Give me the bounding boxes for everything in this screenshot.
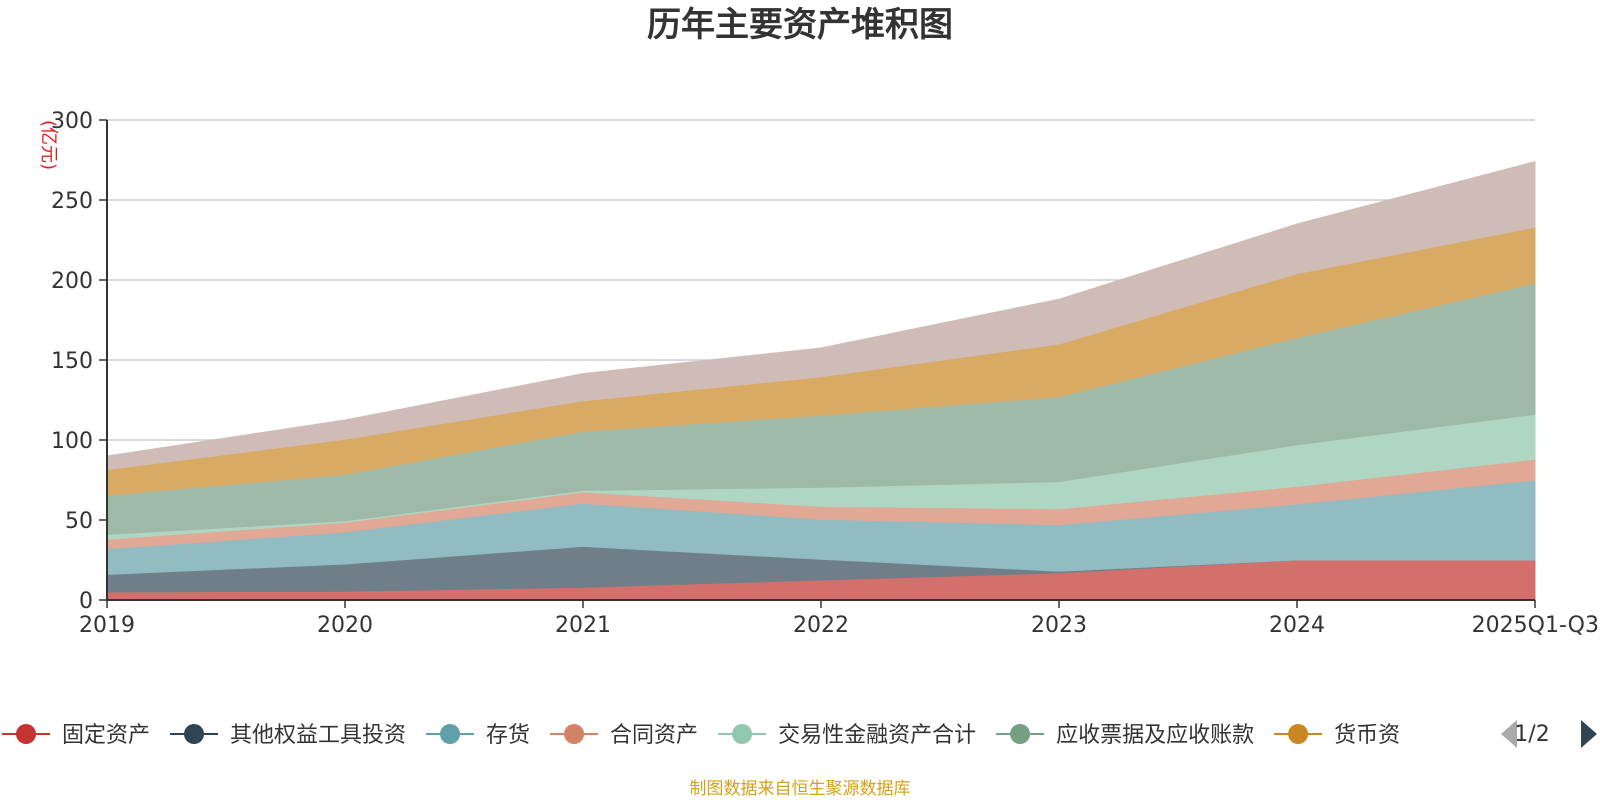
- legend-label: 应收票据及应收账款: [1056, 723, 1254, 748]
- x-tick-label: 2023: [1031, 613, 1087, 638]
- legend-marker-icon: [184, 724, 205, 744]
- x-tick-label: 2024: [1269, 613, 1325, 638]
- legend-marker-icon: [564, 724, 585, 744]
- legend-item[interactable]: 应收票据及应收账款: [996, 723, 1254, 748]
- legend-marker-icon: [1288, 724, 1309, 744]
- area-series: [106, 160, 1536, 601]
- legend-label: 合同资产: [610, 723, 698, 748]
- legend-label: 货币资: [1334, 723, 1400, 748]
- legend-label: 其他权益工具投资: [230, 723, 406, 748]
- legend-item[interactable]: 固定资产: [2, 723, 150, 748]
- legend-prev-icon[interactable]: [1501, 720, 1517, 748]
- y-tick-label: 100: [51, 429, 93, 454]
- legend-marker-icon: [732, 724, 753, 744]
- legend-page-indicator: 1/2: [1514, 722, 1549, 747]
- axes: 0 50 100 150 200 250 300 2019 2020 2021 2022 2023 20…: [51, 109, 1599, 638]
- legend-item[interactable]: 货币资: [1274, 723, 1400, 748]
- data-source-note: 制图数据来自恒生聚源数据库: [690, 779, 911, 799]
- legend-item[interactable]: 其他权益工具投资: [170, 723, 406, 748]
- y-tick-label: 250: [51, 189, 93, 214]
- legend-marker-icon: [440, 724, 461, 744]
- y-tick-label: 300: [51, 109, 93, 134]
- legend-label: 交易性金融资产合计: [778, 723, 976, 748]
- x-tick-label: 2025Q1-Q3: [1472, 613, 1599, 638]
- x-tick-label: 2019: [79, 613, 135, 638]
- legend-marker-icon: [1010, 724, 1031, 744]
- legend-pager: 1/2: [1501, 720, 1597, 748]
- y-tick-label: 200: [51, 269, 93, 294]
- area-7[interactable]: [106, 160, 1536, 471]
- x-tick-label: 2022: [793, 613, 849, 638]
- y-tick-label: 50: [65, 509, 93, 534]
- legend-label: 固定资产: [62, 723, 150, 748]
- x-tick-label: 2020: [317, 613, 373, 638]
- legend-item[interactable]: 交易性金融资产合计: [718, 723, 976, 748]
- y-tick-label: 0: [79, 589, 93, 614]
- legend-next-icon[interactable]: [1581, 720, 1597, 748]
- y-axis-unit: (亿元): [38, 120, 59, 170]
- chart-title: 历年主要资产堆积图: [647, 5, 953, 45]
- legend-label: 存货: [486, 723, 530, 748]
- y-tick-label: 150: [51, 349, 93, 374]
- legend-item[interactable]: 合同资产: [550, 723, 698, 748]
- legend-item[interactable]: 存货: [426, 723, 530, 748]
- legend: 固定资产 其他权益工具投资 存货 合同资产 交易性金融资产合计 应收票据及应收账款 货币资: [2, 723, 1400, 748]
- legend-marker-icon: [16, 724, 36, 744]
- x-tick-label: 2021: [555, 613, 611, 638]
